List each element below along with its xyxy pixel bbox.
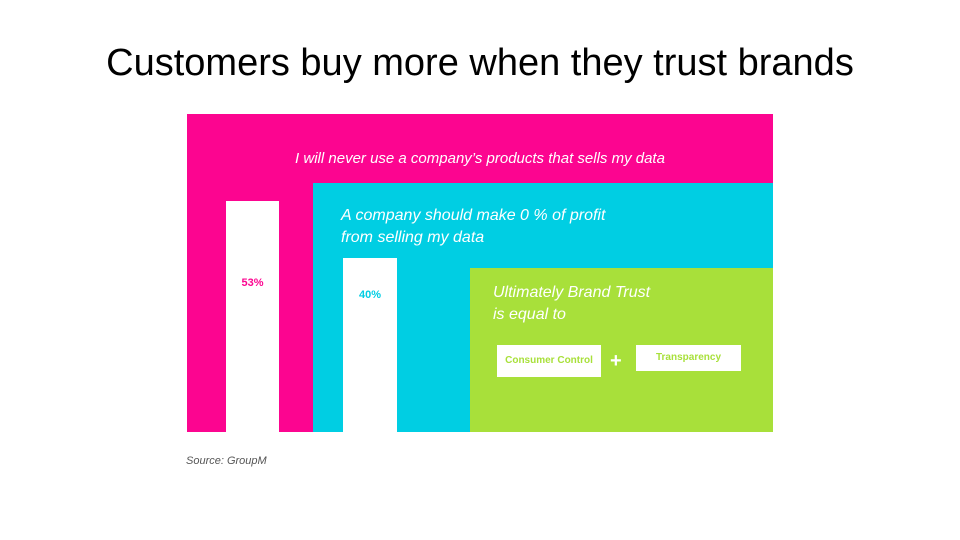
cyan-statement-line1: A company should make 0 % of profit bbox=[341, 207, 606, 224]
transparency-label: Transparency bbox=[655, 351, 722, 363]
pink-bar: 53% bbox=[226, 201, 279, 432]
slide-title: Customers buy more when they trust brand… bbox=[106, 42, 854, 84]
source-note: Source: GroupM bbox=[186, 455, 267, 467]
consumer-control-label: Consumer Control bbox=[505, 354, 593, 366]
consumer-control-box: Consumer Control bbox=[497, 345, 601, 377]
plus-sign: + bbox=[610, 350, 622, 372]
cyan-statement: A company should make 0 % of profit from… bbox=[341, 205, 661, 250]
cyan-bar: 40% bbox=[343, 257, 397, 432]
green-statement-line2: is equal to bbox=[493, 306, 566, 324]
pink-bar-value: 53% bbox=[241, 277, 264, 289]
transparency-box: Transparency bbox=[636, 345, 741, 371]
cyan-statement-line2: from selling my data bbox=[341, 229, 485, 247]
green-statement: Ultimately Brand Trust is equal to bbox=[493, 282, 753, 327]
pink-statement: I will never use a company’s products th… bbox=[295, 150, 665, 167]
cyan-bar-value: 40% bbox=[358, 288, 382, 301]
green-statement-line1: Ultimately Brand Trust bbox=[493, 284, 651, 301]
